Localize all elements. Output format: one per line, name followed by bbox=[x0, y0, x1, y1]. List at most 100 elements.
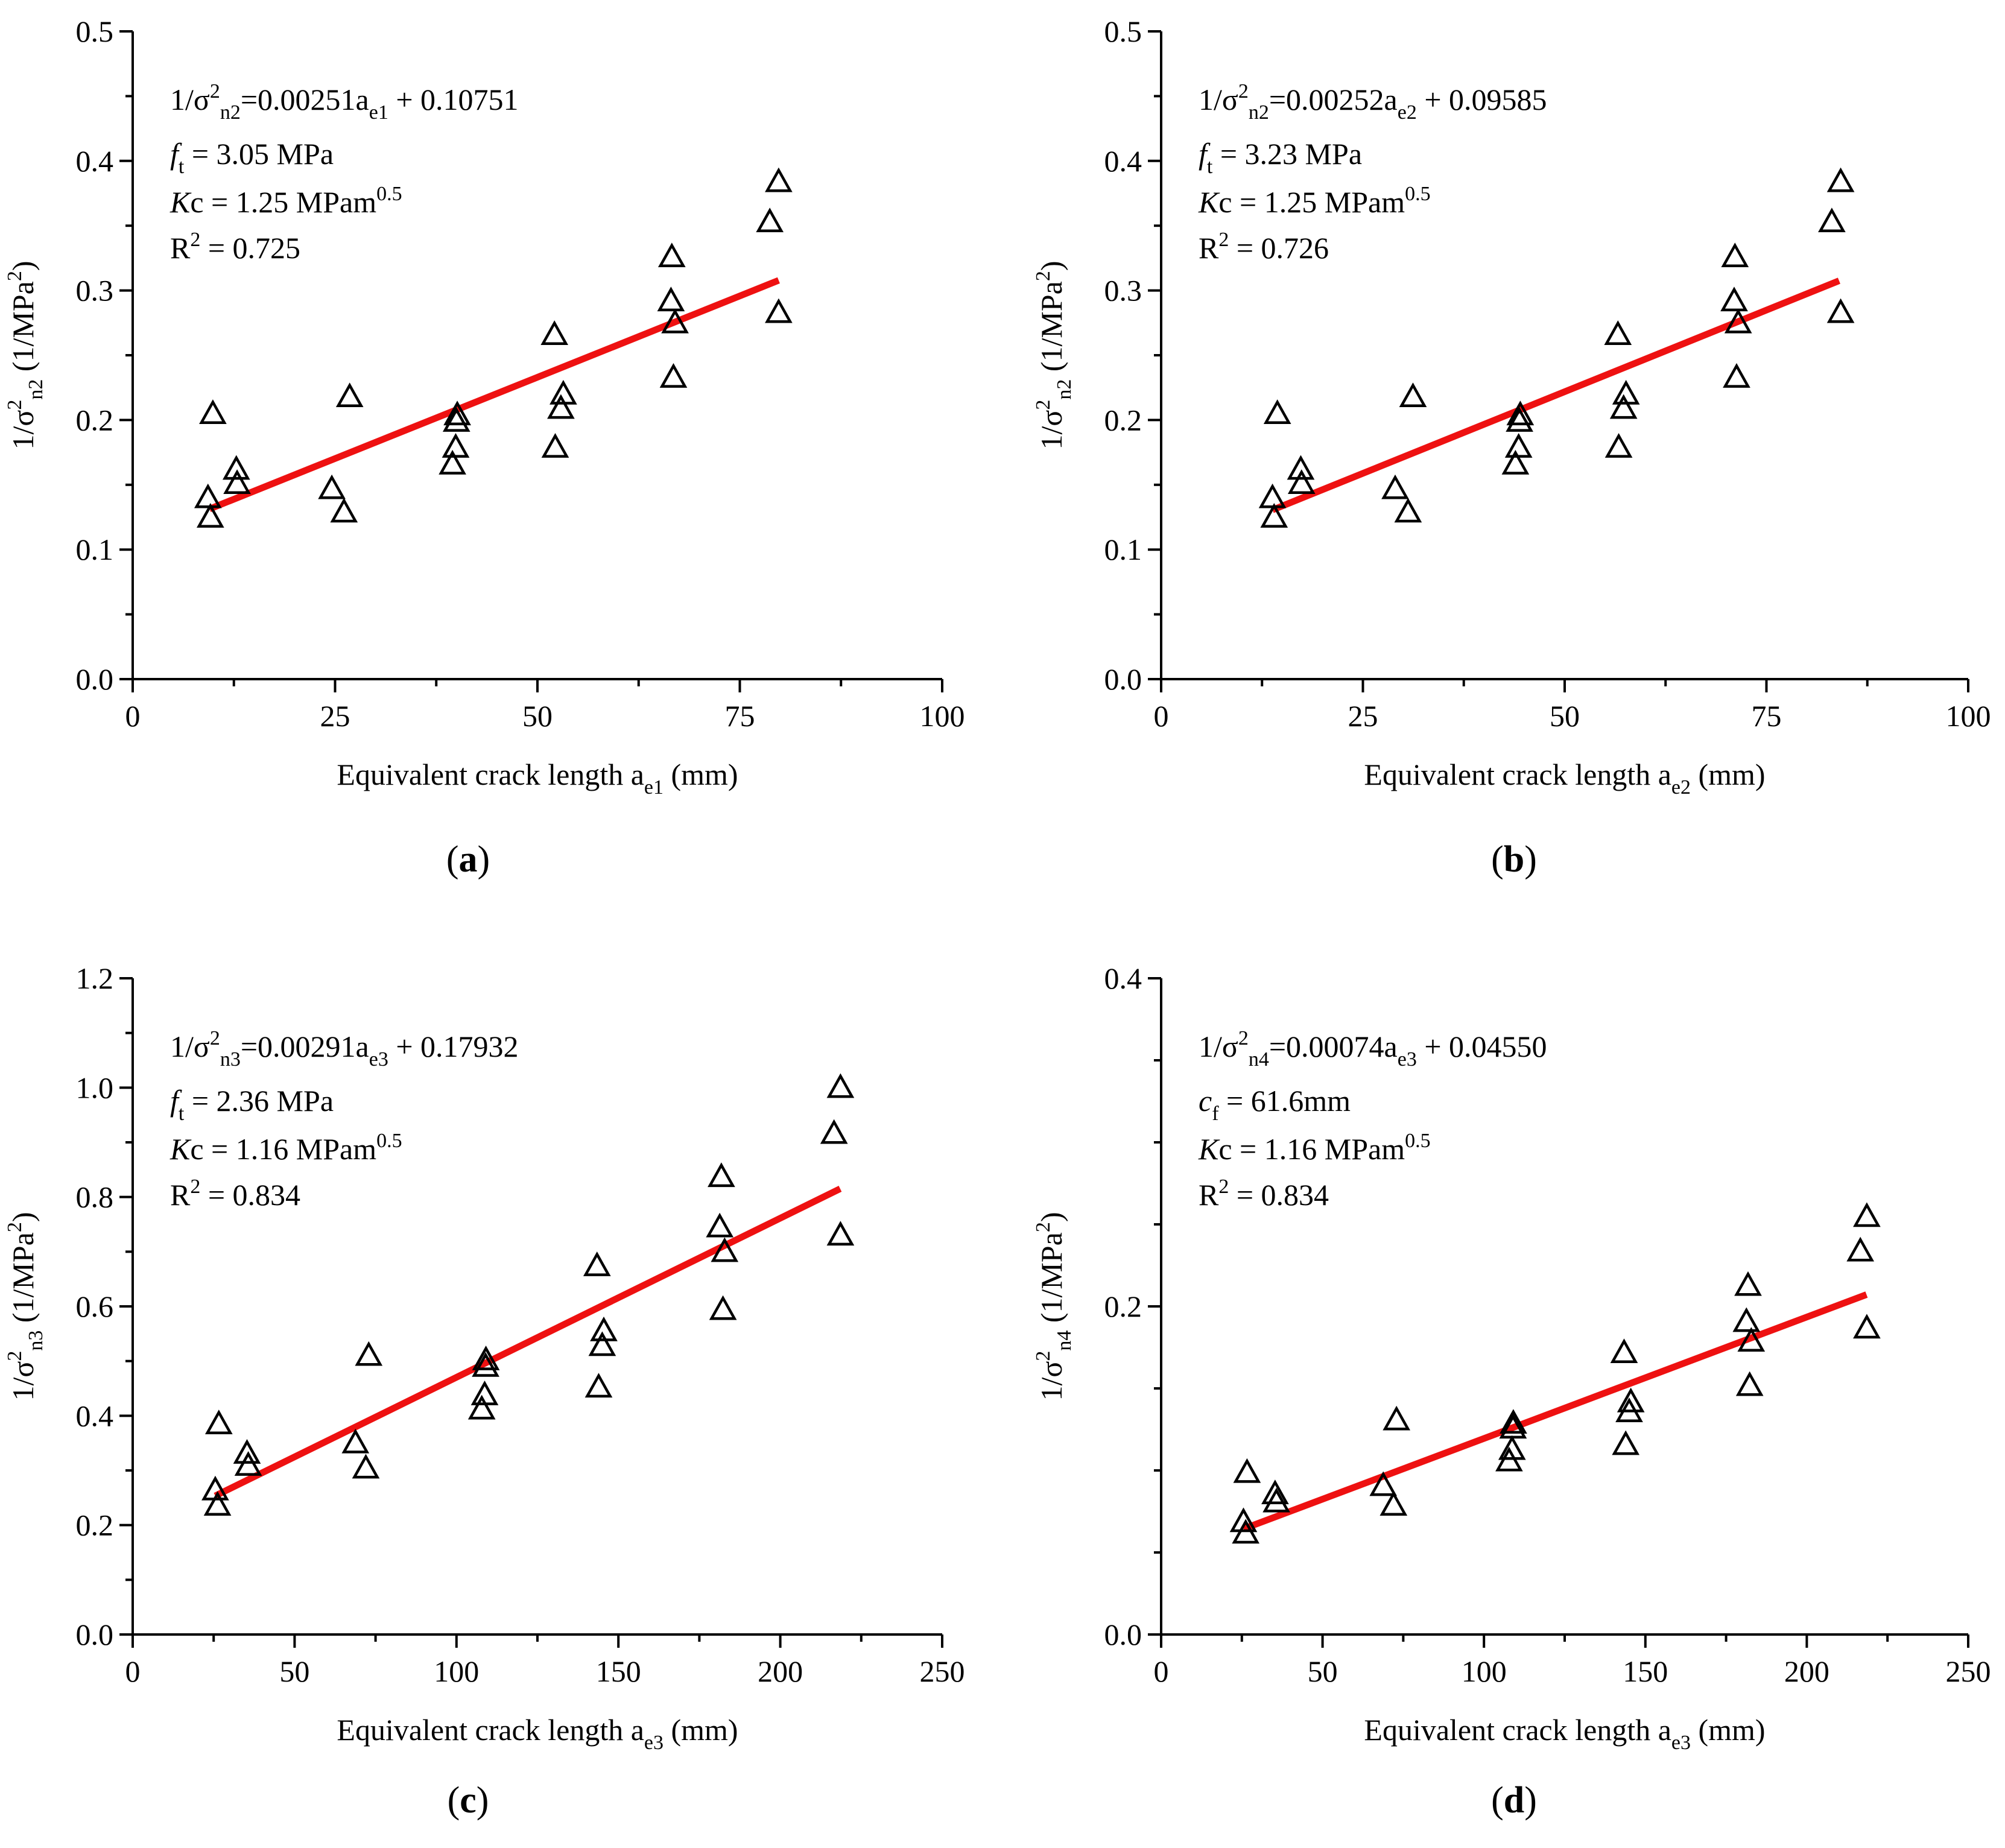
data-point bbox=[222, 455, 250, 480]
data-point bbox=[203, 1491, 232, 1516]
y-tick-label: 0.2 bbox=[76, 1508, 114, 1542]
data-point bbox=[590, 1316, 618, 1341]
y-tick-label: 1.0 bbox=[76, 1071, 114, 1104]
data-point bbox=[1609, 394, 1638, 419]
data-point bbox=[588, 1331, 616, 1356]
data-point bbox=[1506, 407, 1533, 432]
annotation-line: Kc = 1.16 MPam0.5 bbox=[1198, 1130, 1431, 1166]
data-point bbox=[1612, 1430, 1640, 1455]
data-point bbox=[318, 474, 346, 499]
data-point bbox=[335, 382, 364, 408]
data-point bbox=[756, 207, 784, 233]
y-axis-title: 1/σ2n2 (1/MPa2) bbox=[4, 261, 47, 449]
data-point bbox=[1737, 1327, 1766, 1352]
annotation-line: Kc = 1.25 MPam0.5 bbox=[169, 183, 402, 219]
data-point bbox=[583, 1251, 611, 1276]
y-axis-title: 1/σ2n3 (1/MPa2) bbox=[4, 1212, 47, 1400]
x-tick-label: 75 bbox=[1752, 699, 1782, 733]
data-point bbox=[1853, 1202, 1881, 1227]
y-axis-title-group: 1/σ2n3 (1/MPa2) bbox=[4, 1212, 47, 1400]
data-point bbox=[1381, 474, 1409, 499]
data-point bbox=[1818, 207, 1846, 233]
data-point bbox=[1610, 1338, 1638, 1364]
annotation-line: Kc = 1.16 MPam0.5 bbox=[169, 1130, 402, 1166]
data-point bbox=[442, 407, 470, 432]
data-point bbox=[541, 432, 569, 458]
x-axis-title: Equivalent crack length ae3 (mm) bbox=[1364, 1713, 1765, 1754]
data-point bbox=[765, 298, 793, 323]
x-tick-label: 100 bbox=[434, 1654, 479, 1688]
y-axis-title-group: 1/σ2n2 (1/MPa2) bbox=[1032, 261, 1075, 449]
data-point bbox=[467, 1394, 496, 1420]
y-tick-label: 0.4 bbox=[76, 1399, 114, 1432]
x-tick-label: 100 bbox=[1946, 699, 1991, 733]
y-tick-label: 0.4 bbox=[1104, 144, 1142, 178]
data-point bbox=[1501, 449, 1530, 475]
fit-equation: 1/σ2n2=0.00251ae1 + 0.10751 bbox=[170, 80, 519, 124]
data-point bbox=[1604, 432, 1633, 458]
data-point bbox=[1229, 1507, 1258, 1533]
data-point bbox=[820, 1119, 848, 1144]
x-tick-label: 0 bbox=[1154, 1654, 1169, 1688]
fit-line bbox=[1242, 1291, 1868, 1533]
data-point bbox=[1504, 432, 1533, 458]
annotation-line: R2 = 0.834 bbox=[170, 1176, 300, 1212]
data-point bbox=[1263, 399, 1291, 424]
data-point bbox=[1260, 502, 1288, 528]
data-point bbox=[540, 320, 569, 345]
data-point bbox=[1498, 1435, 1526, 1460]
panel-label: (a) bbox=[446, 839, 490, 880]
y-tick-label: 0.6 bbox=[76, 1289, 114, 1323]
data-point bbox=[1720, 286, 1748, 312]
y-tick-label: 0.0 bbox=[76, 1618, 114, 1651]
data-point bbox=[1846, 1236, 1875, 1262]
data-point bbox=[223, 469, 251, 494]
x-tick-label: 0 bbox=[125, 699, 141, 733]
x-tick-label: 200 bbox=[758, 1654, 803, 1688]
data-point bbox=[442, 432, 470, 458]
x-tick-label: 250 bbox=[920, 1654, 965, 1688]
data-point bbox=[1735, 1371, 1764, 1396]
data-point bbox=[711, 1237, 739, 1262]
data-point bbox=[1826, 298, 1855, 323]
data-point bbox=[1379, 1491, 1408, 1516]
data-point bbox=[547, 394, 575, 419]
data-point bbox=[1499, 1414, 1527, 1439]
x-tick-label: 50 bbox=[279, 1654, 309, 1688]
data-point bbox=[1233, 1458, 1261, 1483]
data-point bbox=[204, 1410, 233, 1434]
annotation-line: ft = 2.36 MPa bbox=[170, 1084, 334, 1125]
y-tick-label: 0.2 bbox=[76, 403, 114, 437]
fit-line bbox=[208, 277, 780, 512]
data-point bbox=[1287, 455, 1315, 480]
data-point bbox=[472, 1352, 499, 1377]
annotation-line: R2 = 0.725 bbox=[170, 229, 300, 265]
panel-label: (d) bbox=[1491, 1780, 1537, 1821]
data-point bbox=[1287, 469, 1316, 494]
x-tick-label: 50 bbox=[522, 699, 553, 733]
annotation-line: R2 = 0.834 bbox=[1199, 1176, 1329, 1212]
data-point bbox=[1604, 320, 1632, 345]
y-tick-label: 0.2 bbox=[1104, 1289, 1142, 1323]
x-tick-label: 150 bbox=[596, 1654, 641, 1688]
data-point bbox=[1734, 1271, 1762, 1296]
panel-label: (c) bbox=[448, 1780, 489, 1821]
data-point bbox=[1500, 1409, 1527, 1434]
y-tick-label: 0.3 bbox=[76, 274, 114, 308]
data-point bbox=[657, 242, 686, 268]
x-tick-label: 100 bbox=[920, 699, 965, 733]
data-point bbox=[196, 502, 224, 528]
y-tick-label: 0.0 bbox=[1104, 1618, 1142, 1651]
data-point bbox=[1261, 1479, 1289, 1504]
x-tick-label: 50 bbox=[1550, 699, 1580, 733]
data-point bbox=[233, 1438, 261, 1464]
data-point bbox=[1721, 242, 1749, 268]
chart-panel-a: 0 25 50 75 100 0.0 0.1 0.2 0.3 0.4 0.5 Equivalent c… bbox=[4, 14, 965, 880]
data-point bbox=[1399, 382, 1427, 408]
annotation-line: cf = 61.6mm bbox=[1199, 1084, 1351, 1125]
y-axis-title: 1/σ2n2 (1/MPa2) bbox=[1032, 261, 1075, 449]
y-tick-label: 0.4 bbox=[1104, 961, 1142, 995]
y-tick-label: 0.0 bbox=[1104, 662, 1142, 696]
y-axis-title-group: 1/σ2n2 (1/MPa2) bbox=[4, 261, 47, 449]
